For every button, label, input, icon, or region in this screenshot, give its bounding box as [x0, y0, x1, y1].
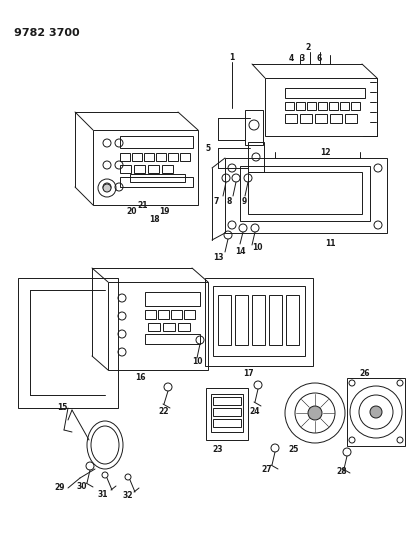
- Bar: [314, 114, 326, 123]
- Text: 6: 6: [316, 53, 321, 62]
- Bar: [245, 110, 262, 145]
- Bar: [268, 295, 281, 345]
- Bar: [329, 114, 341, 123]
- Text: 4: 4: [288, 53, 293, 62]
- Text: 9782 3700: 9782 3700: [14, 28, 79, 38]
- Text: 13: 13: [212, 254, 223, 262]
- Bar: [211, 394, 243, 432]
- Text: 26: 26: [359, 369, 369, 378]
- Bar: [134, 165, 145, 173]
- Text: 28: 28: [336, 467, 346, 477]
- Text: 30: 30: [76, 482, 87, 491]
- Bar: [120, 165, 131, 173]
- Bar: [306, 102, 315, 110]
- Text: 24: 24: [249, 408, 260, 416]
- Bar: [225, 158, 386, 233]
- Bar: [239, 166, 369, 221]
- Bar: [132, 153, 142, 161]
- Bar: [247, 172, 361, 214]
- Text: 32: 32: [122, 491, 133, 500]
- Text: 9: 9: [241, 198, 246, 206]
- Bar: [168, 153, 178, 161]
- Text: 29: 29: [55, 483, 65, 492]
- Text: 10: 10: [251, 244, 262, 253]
- Bar: [163, 323, 175, 331]
- Bar: [299, 114, 311, 123]
- Bar: [120, 136, 193, 148]
- Text: 23: 23: [212, 446, 223, 455]
- Bar: [346, 378, 404, 446]
- Text: 5: 5: [205, 143, 210, 152]
- Bar: [285, 295, 298, 345]
- Bar: [213, 408, 240, 416]
- Text: 12: 12: [319, 148, 329, 157]
- Bar: [284, 114, 296, 123]
- Text: 25: 25: [288, 446, 299, 455]
- Text: 14: 14: [234, 247, 245, 256]
- Bar: [264, 78, 376, 136]
- Bar: [328, 102, 337, 110]
- Text: 21: 21: [137, 200, 148, 209]
- Bar: [234, 295, 247, 345]
- Bar: [108, 282, 207, 370]
- Bar: [213, 397, 240, 405]
- Bar: [178, 323, 189, 331]
- Bar: [130, 174, 184, 182]
- Text: 10: 10: [191, 358, 202, 367]
- Bar: [339, 102, 348, 110]
- Bar: [145, 292, 200, 306]
- Bar: [344, 114, 356, 123]
- Bar: [317, 102, 326, 110]
- Bar: [205, 388, 247, 440]
- Text: 11: 11: [324, 238, 335, 247]
- Text: 22: 22: [158, 408, 169, 416]
- Bar: [144, 153, 154, 161]
- Bar: [180, 153, 189, 161]
- Bar: [218, 295, 230, 345]
- Bar: [120, 177, 193, 187]
- Text: 20: 20: [126, 207, 137, 216]
- Circle shape: [307, 406, 321, 420]
- Text: 15: 15: [57, 403, 67, 413]
- Bar: [284, 102, 293, 110]
- Text: 17: 17: [242, 369, 253, 378]
- Bar: [18, 278, 118, 408]
- Bar: [120, 153, 130, 161]
- Bar: [213, 286, 304, 356]
- Text: 27: 27: [261, 465, 272, 474]
- Bar: [204, 278, 312, 366]
- Text: 16: 16: [135, 374, 145, 383]
- Text: 1: 1: [229, 52, 234, 61]
- Bar: [148, 323, 160, 331]
- Bar: [295, 102, 304, 110]
- Bar: [184, 310, 195, 319]
- Text: 7: 7: [213, 198, 218, 206]
- Bar: [284, 88, 364, 98]
- Bar: [30, 290, 105, 395]
- Text: 3: 3: [299, 53, 304, 62]
- Bar: [148, 165, 159, 173]
- Text: 19: 19: [158, 207, 169, 216]
- Bar: [145, 310, 155, 319]
- Bar: [350, 102, 359, 110]
- Bar: [162, 165, 173, 173]
- Circle shape: [369, 406, 381, 418]
- Text: 31: 31: [97, 490, 108, 499]
- Bar: [145, 334, 200, 344]
- Text: 18: 18: [148, 215, 159, 224]
- Bar: [157, 310, 169, 319]
- Bar: [252, 295, 264, 345]
- Bar: [247, 142, 263, 172]
- Bar: [93, 130, 198, 205]
- Bar: [171, 310, 182, 319]
- Bar: [155, 153, 166, 161]
- Text: 2: 2: [305, 43, 310, 52]
- Circle shape: [103, 184, 111, 192]
- Text: 8: 8: [226, 198, 231, 206]
- Bar: [213, 419, 240, 427]
